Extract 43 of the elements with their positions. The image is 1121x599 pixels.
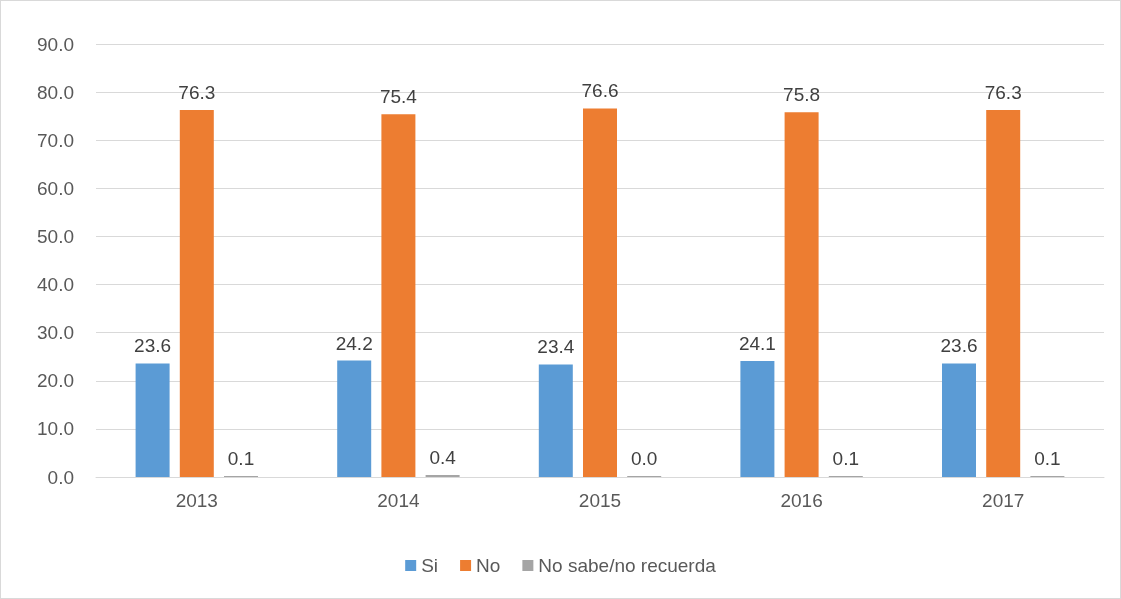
bar: [942, 363, 976, 477]
bar: [583, 108, 617, 477]
legend-label: Si: [421, 555, 439, 576]
y-tick-label: 20.0: [37, 370, 74, 392]
y-tick-label: 90.0: [37, 33, 74, 55]
x-tick-label: 2014: [377, 490, 420, 511]
bar: [538, 364, 573, 477]
legend-label: No sabe/no recuerda: [538, 555, 717, 576]
bar: [337, 360, 372, 477]
bar: [784, 112, 819, 477]
bar: [179, 109, 214, 477]
data-label: 0.0: [630, 448, 658, 469]
data-label: 0.1: [227, 448, 255, 469]
y-tick-label: 40.0: [37, 274, 74, 296]
data-label: 76.3: [178, 81, 216, 103]
bar: [740, 361, 775, 477]
x-tick-label: 2015: [578, 490, 622, 511]
data-label: 0.1: [1034, 448, 1061, 469]
data-label: 24.2: [335, 332, 373, 354]
data-label: 76.3: [984, 81, 1022, 103]
y-tick-label: 70.0: [37, 129, 74, 151]
data-label: 76.6: [581, 80, 619, 102]
data-label: 23.4: [537, 336, 575, 358]
bar: [986, 109, 1021, 477]
data-label: 75.8: [783, 84, 821, 106]
y-tick-label: 50.0: [37, 225, 74, 247]
y-tick-label: 10.0: [37, 418, 74, 440]
y-tick-label: 0.0: [47, 466, 74, 488]
y-tick-label: 30.0: [37, 322, 74, 344]
data-label: 23.6: [940, 335, 978, 357]
data-label: 0.1: [832, 448, 860, 469]
data-label: 23.6: [134, 335, 172, 357]
data-label: 75.4: [379, 86, 418, 108]
data-label: 0.4: [429, 447, 457, 469]
x-tick-label: 2017: [982, 490, 1025, 511]
data-label: 24.1: [738, 333, 776, 355]
y-tick-label: 60.0: [37, 177, 74, 199]
y-tick-label: 80.0: [37, 81, 74, 103]
bar: [381, 114, 416, 477]
x-tick-label: 2013: [175, 490, 218, 511]
legend-label: No: [476, 555, 501, 576]
x-tick-label: 2016: [780, 490, 823, 511]
bar: [135, 363, 170, 477]
